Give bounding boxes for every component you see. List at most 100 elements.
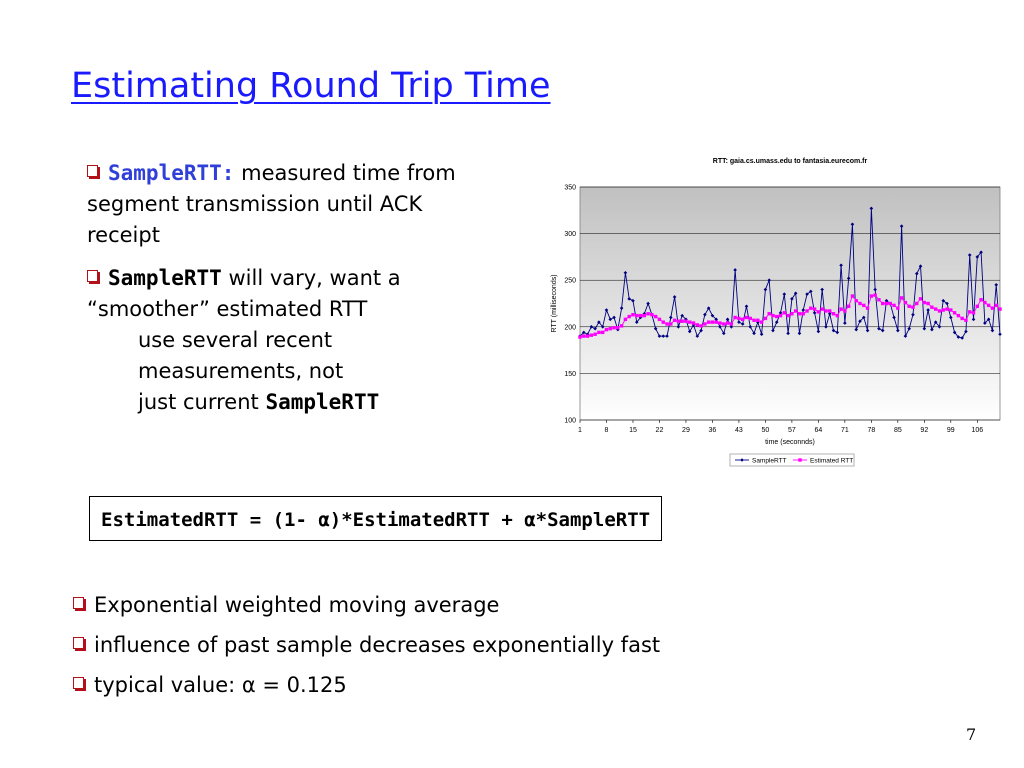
data-point-samplertt xyxy=(835,330,840,335)
square-bullet-icon xyxy=(73,677,84,689)
data-point-estimated-rtt xyxy=(688,320,692,324)
data-point-samplertt xyxy=(805,292,809,296)
data-point-estimated-rtt xyxy=(699,324,703,328)
data-point-estimated-rtt xyxy=(638,313,643,318)
top-bullet-list: SampleRTT: measured time from segment tr… xyxy=(87,158,577,418)
data-point-estimated-rtt xyxy=(831,312,836,316)
x-tick-label: 57 xyxy=(788,427,796,434)
data-point-samplertt xyxy=(964,329,968,334)
sub-bullet-recent-measurements: use several recent measurements, not jus… xyxy=(138,325,577,418)
data-point-estimated-rtt xyxy=(869,294,874,298)
data-point-samplertt xyxy=(665,334,669,338)
data-point-estimated-rtt xyxy=(899,296,904,300)
data-point-samplertt xyxy=(967,253,972,257)
data-point-samplertt xyxy=(960,336,964,340)
data-point-samplertt xyxy=(710,313,715,318)
data-point-estimated-rtt xyxy=(937,309,942,313)
x-tick-label: 106 xyxy=(971,427,983,434)
data-point-estimated-rtt xyxy=(657,317,662,322)
data-point-samplertt xyxy=(933,320,938,324)
data-point-estimated-rtt xyxy=(782,311,787,315)
data-point-estimated-rtt xyxy=(778,313,783,318)
data-point-estimated-rtt xyxy=(676,319,681,323)
x-tick-label: 8 xyxy=(605,427,609,434)
data-point-samplertt xyxy=(907,326,911,331)
data-point-estimated-rtt xyxy=(631,312,635,317)
data-point-samplertt xyxy=(827,311,832,316)
data-point-samplertt xyxy=(998,332,1002,337)
samplertt-term: SampleRTT xyxy=(265,390,380,414)
data-point-estimated-rtt xyxy=(998,307,1002,311)
data-point-samplertt xyxy=(771,328,775,333)
data-point-estimated-rtt xyxy=(884,301,889,306)
data-point-estimated-rtt xyxy=(952,311,957,315)
chart-title: RTT: gaia.cs.umass.edu to fantasia.eurec… xyxy=(713,158,868,165)
data-point-estimated-rtt xyxy=(903,300,908,305)
data-point-estimated-rtt xyxy=(748,316,752,321)
data-point-samplertt xyxy=(816,329,821,334)
data-point-samplertt xyxy=(642,311,647,316)
data-point-estimated-rtt xyxy=(756,318,760,322)
data-point-estimated-rtt xyxy=(703,322,707,326)
data-point-samplertt xyxy=(790,297,794,301)
data-point-samplertt xyxy=(669,315,673,320)
data-point-estimated-rtt xyxy=(862,303,866,308)
data-point-samplertt xyxy=(809,289,813,294)
sub-bullet-text: just current xyxy=(138,390,266,414)
data-point-estimated-rtt xyxy=(653,314,658,319)
y-tick-label: 150 xyxy=(564,371,576,378)
data-point-samplertt xyxy=(903,334,908,338)
data-point-samplertt xyxy=(892,315,896,320)
data-point-estimated-rtt xyxy=(718,321,722,325)
data-point-samplertt xyxy=(619,306,624,310)
data-point-samplertt xyxy=(975,255,980,259)
square-bullet-icon xyxy=(87,165,98,177)
data-point-estimated-rtt xyxy=(665,322,669,326)
data-point-estimated-rtt xyxy=(922,300,927,305)
bullet-samplertt-varies: SampleRTT will vary, want a “smoother” e… xyxy=(87,263,577,325)
data-point-estimated-rtt xyxy=(949,308,953,312)
data-point-estimated-rtt xyxy=(786,313,790,318)
bullet-text: “smoother” estimated RTT xyxy=(87,297,368,321)
data-point-samplertt xyxy=(873,287,877,292)
sub-bullet-text: measurements, not xyxy=(138,359,344,383)
slide-title: Estimating Round Trip Time xyxy=(71,66,551,106)
data-point-samplertt xyxy=(774,320,779,324)
data-point-estimated-rtt xyxy=(968,310,972,314)
data-point-samplertt xyxy=(877,326,881,331)
data-point-estimated-rtt xyxy=(752,318,756,322)
data-point-estimated-rtt xyxy=(706,320,711,324)
data-point-samplertt xyxy=(627,297,631,301)
data-point-samplertt xyxy=(744,304,749,309)
data-point-samplertt xyxy=(597,320,601,324)
data-point-samplertt xyxy=(937,325,942,329)
data-point-estimated-rtt xyxy=(812,307,817,311)
data-point-samplertt xyxy=(812,311,817,315)
bullet-text: influence of past sample decreases expon… xyxy=(94,633,661,657)
bullet-text: measured time from xyxy=(234,161,456,185)
rtt-chart: RTT: gaia.cs.umass.edu to fantasia.eurec… xyxy=(540,150,1015,470)
data-point-estimated-rtt xyxy=(725,321,730,325)
data-point-estimated-rtt xyxy=(835,313,839,318)
data-point-samplertt xyxy=(956,335,961,339)
data-point-samplertt xyxy=(699,328,703,333)
data-point-estimated-rtt xyxy=(907,304,911,308)
legend-label: SampleRTT xyxy=(752,458,787,465)
data-point-estimated-rtt xyxy=(933,307,938,311)
data-point-estimated-rtt xyxy=(680,319,684,323)
estimated-rtt-formula: EstimatedRTT = (1- α)*EstimatedRTT + α*S… xyxy=(89,496,663,541)
bullet-text: receipt xyxy=(87,223,160,247)
data-point-estimated-rtt xyxy=(983,300,987,305)
data-point-samplertt xyxy=(846,276,851,281)
data-point-estimated-rtt xyxy=(710,320,715,324)
y-axis-label: RTT (milliseconds) xyxy=(551,274,558,332)
data-point-samplertt xyxy=(793,291,798,296)
data-point-estimated-rtt xyxy=(881,301,885,306)
data-point-estimated-rtt xyxy=(650,312,654,317)
data-point-estimated-rtt xyxy=(661,320,665,324)
data-point-estimated-rtt xyxy=(820,307,824,311)
data-point-estimated-rtt xyxy=(729,322,734,326)
data-point-samplertt xyxy=(880,328,885,333)
data-point-estimated-rtt xyxy=(990,306,995,310)
data-point-estimated-rtt xyxy=(911,305,915,309)
